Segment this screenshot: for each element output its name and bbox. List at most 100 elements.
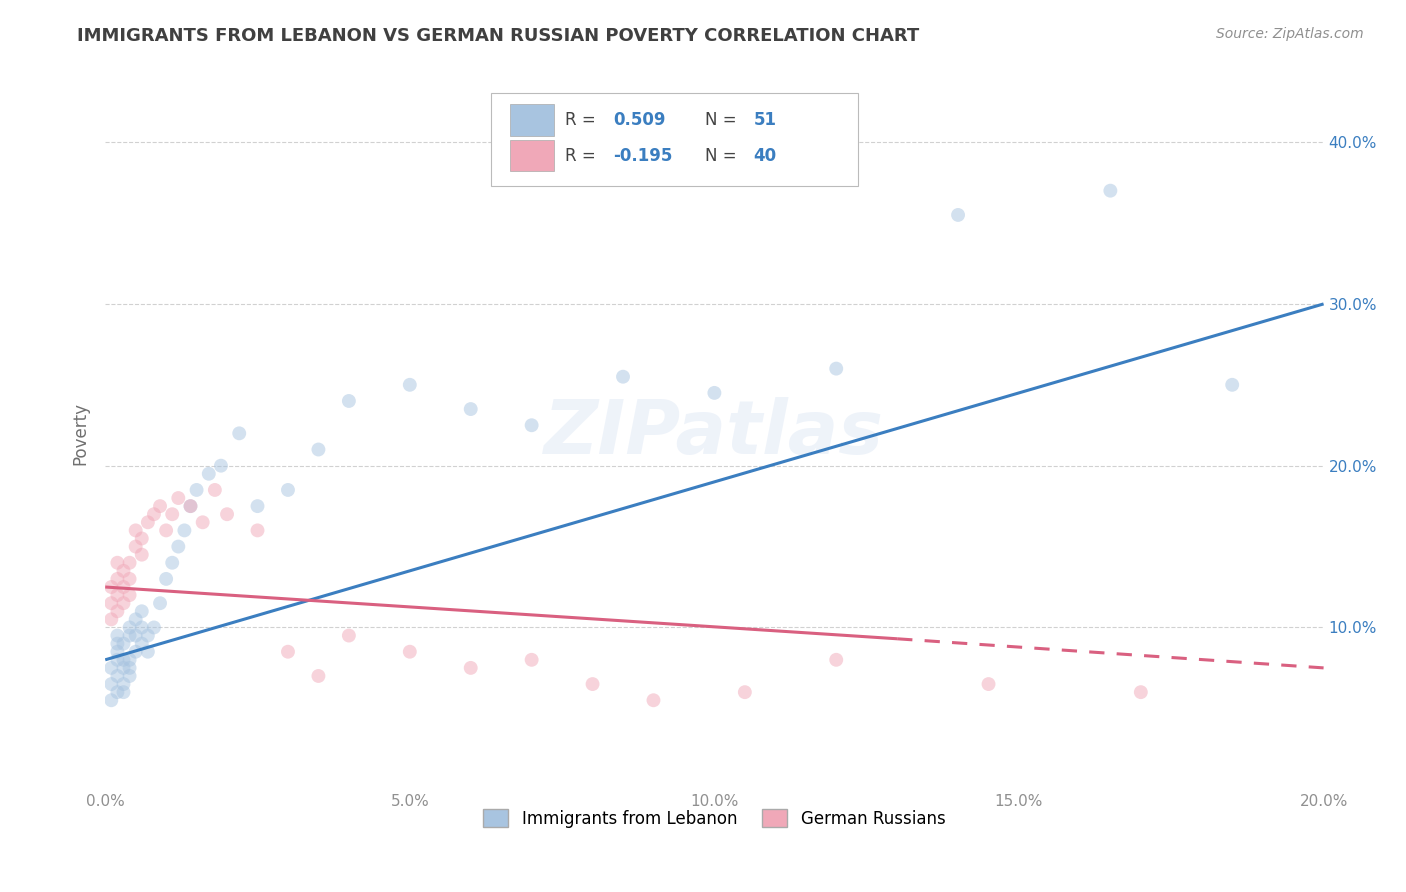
Point: [112, 580, 135, 594]
FancyBboxPatch shape: [492, 93, 858, 186]
Point: [228, 426, 250, 441]
Point: [112, 653, 135, 667]
Point: [142, 620, 165, 634]
Point: [149, 596, 172, 610]
Point: [124, 645, 146, 659]
Point: [124, 524, 146, 538]
Point: [191, 516, 214, 530]
Point: [100, 580, 122, 594]
Point: [337, 394, 360, 409]
Point: [118, 572, 141, 586]
Text: ZIPatlas: ZIPatlas: [544, 397, 884, 470]
Point: [307, 669, 329, 683]
Text: Source: ZipAtlas.com: Source: ZipAtlas.com: [1216, 27, 1364, 41]
Point: [520, 418, 543, 433]
Point: [149, 499, 172, 513]
Point: [112, 596, 135, 610]
Point: [112, 564, 135, 578]
Point: [246, 524, 269, 538]
Point: [155, 572, 177, 586]
Point: [460, 661, 482, 675]
Point: [112, 637, 135, 651]
Point: [734, 685, 756, 699]
Point: [460, 402, 482, 417]
Point: [112, 661, 135, 675]
Point: [825, 361, 848, 376]
Point: [277, 483, 299, 497]
Point: [124, 540, 146, 554]
FancyBboxPatch shape: [510, 104, 554, 136]
Point: [977, 677, 1000, 691]
Point: [118, 628, 141, 642]
Point: [520, 653, 543, 667]
Text: R =: R =: [565, 147, 600, 165]
Text: -0.195: -0.195: [613, 147, 672, 165]
Point: [204, 483, 226, 497]
Point: [124, 612, 146, 626]
Point: [179, 499, 201, 513]
Legend: Immigrants from Lebanon, German Russians: Immigrants from Lebanon, German Russians: [477, 803, 952, 834]
Point: [155, 524, 177, 538]
Point: [136, 516, 159, 530]
Point: [131, 548, 153, 562]
Point: [112, 677, 135, 691]
Point: [118, 669, 141, 683]
Point: [643, 693, 665, 707]
Point: [105, 572, 128, 586]
Point: [825, 653, 848, 667]
Point: [118, 620, 141, 634]
Point: [142, 507, 165, 521]
Point: [179, 499, 201, 513]
Point: [398, 377, 420, 392]
Text: N =: N =: [704, 147, 741, 165]
Point: [100, 693, 122, 707]
Point: [215, 507, 238, 521]
Point: [112, 685, 135, 699]
Point: [167, 540, 190, 554]
FancyBboxPatch shape: [510, 140, 554, 171]
Point: [307, 442, 329, 457]
Point: [186, 483, 208, 497]
Point: [703, 385, 725, 400]
Point: [136, 645, 159, 659]
Point: [246, 499, 269, 513]
Point: [105, 685, 128, 699]
Point: [131, 532, 153, 546]
Point: [337, 628, 360, 642]
Point: [105, 645, 128, 659]
Point: [173, 524, 195, 538]
Point: [160, 507, 183, 521]
Point: [160, 556, 183, 570]
Text: R =: R =: [565, 112, 600, 129]
Point: [946, 208, 969, 222]
Point: [100, 612, 122, 626]
Point: [197, 467, 219, 481]
Point: [100, 661, 122, 675]
Point: [105, 556, 128, 570]
Point: [105, 637, 128, 651]
Point: [398, 645, 420, 659]
Text: 51: 51: [754, 112, 776, 129]
Point: [131, 620, 153, 634]
Point: [118, 661, 141, 675]
Text: 0.509: 0.509: [613, 112, 666, 129]
Point: [1099, 184, 1122, 198]
Point: [581, 677, 603, 691]
Point: [105, 653, 128, 667]
Text: IMMIGRANTS FROM LEBANON VS GERMAN RUSSIAN POVERTY CORRELATION CHART: IMMIGRANTS FROM LEBANON VS GERMAN RUSSIA…: [77, 27, 920, 45]
Point: [118, 588, 141, 602]
Point: [1129, 685, 1152, 699]
Text: 40: 40: [754, 147, 776, 165]
Point: [612, 369, 634, 384]
Y-axis label: Poverty: Poverty: [72, 401, 89, 465]
Point: [100, 596, 122, 610]
Point: [105, 604, 128, 618]
Point: [100, 677, 122, 691]
Point: [167, 491, 190, 505]
Point: [105, 588, 128, 602]
Point: [124, 628, 146, 642]
Point: [118, 556, 141, 570]
Point: [105, 628, 128, 642]
Point: [131, 604, 153, 618]
Point: [118, 653, 141, 667]
